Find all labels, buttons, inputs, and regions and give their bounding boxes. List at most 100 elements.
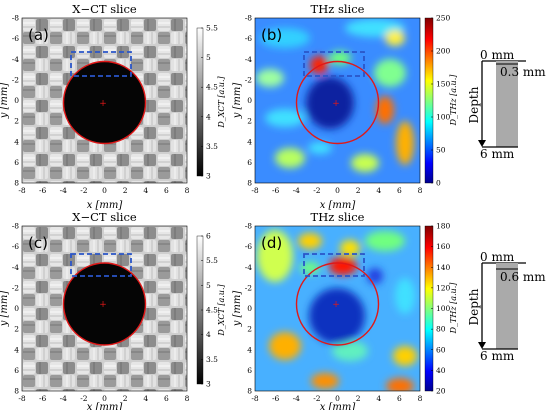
y-tick-label: -2 (245, 75, 253, 84)
x-tick-label: 2 (123, 394, 128, 403)
y-tick-label: -6 (245, 242, 253, 251)
y-tick-label: 2 (14, 325, 19, 334)
depth-axis-label: Depth (467, 86, 481, 123)
x-tick-label: 8 (418, 186, 423, 195)
x-tick-label: 8 (418, 394, 423, 403)
y-tick-label: 0 (247, 304, 252, 313)
x-tick-label: 2 (123, 186, 128, 195)
x-tick-labels: -8 -6 -4 -2 0 2 4 6 8 (18, 394, 189, 403)
depth-top-label: 0 mm (480, 48, 515, 62)
panel-label: (c) (28, 234, 48, 252)
x-tick-label: 4 (376, 186, 381, 195)
y-tick-label: -8 (245, 222, 253, 231)
y-tick-label: 8 (247, 179, 252, 188)
x-tick-label: -6 (39, 394, 47, 403)
y-tick-label: 2 (247, 117, 252, 126)
x-tick-labels: -8 -6 -4 -2 0 2 4 6 8 (18, 186, 189, 195)
x-tick-label: -2 (80, 186, 88, 195)
defect-depth-label: 0.6 mm (500, 270, 546, 284)
depth-axis-label: Depth (467, 288, 481, 325)
center-marker: + (99, 99, 107, 109)
x-tick-label: 2 (356, 186, 361, 195)
center-marker: + (99, 300, 107, 310)
x-tick-label: -4 (60, 394, 68, 403)
y-tick-label: 6 (247, 366, 252, 375)
y-tick-label: 0 (14, 96, 19, 105)
panel-a-xct: X−CT slice + (a) -8 -6 -4 -2 0 2 4 6 8 -8 -6 -4 -2 0… (0, 2, 226, 211)
y-tick-label: 0 (247, 96, 252, 105)
colorbar-tick-label: 60 (436, 345, 446, 354)
x-tick-label: -4 (60, 186, 68, 195)
x-tick-label: -2 (313, 186, 321, 195)
panel-title: X−CT slice (72, 2, 137, 16)
colorbar-tick-label: 250 (436, 14, 451, 23)
center-marker: + (332, 300, 340, 310)
y-tick-label: -2 (245, 283, 253, 292)
colorbar-label: D_XCT [a.u.] (217, 284, 226, 337)
x-tick-label: -2 (313, 394, 321, 403)
defect-circle (62, 60, 147, 145)
y-tick-label: -6 (245, 34, 253, 43)
y-tick-label: 4 (14, 137, 19, 146)
colorbar-tick-label: 5 (206, 281, 211, 290)
center-marker: + (332, 99, 340, 109)
x-tick-label: -8 (251, 394, 259, 403)
y-tick-label: 4 (247, 137, 252, 146)
colorbar-tick-label: 200 (436, 47, 451, 56)
roi-dashed-box (303, 51, 365, 77)
panel-title: X−CT slice (72, 210, 137, 224)
y-tick-label: 4 (247, 345, 252, 354)
x-tick-label: 8 (185, 394, 190, 403)
depth-diagram-1: 0 mm 0.3 mm Depth 6 mm (467, 48, 546, 161)
colorbar-xct: 6 5.5 5 4.5 4 3.5 3 D_XCT [a.u.] (196, 232, 226, 389)
depth-fill (496, 61, 518, 147)
thz-image (255, 18, 420, 183)
depth-diagram-2: 0 mm 0.6 mm Depth 6 mm (467, 250, 546, 363)
depth-bottom-label: 6 mm (480, 349, 515, 363)
x-axis-label: x [mm] (87, 402, 123, 410)
y-tick-labels: -8 -6 -4 -2 0 2 4 6 8 (245, 222, 253, 396)
y-tick-label: -6 (12, 242, 20, 251)
colorbar-tick-label: 3 (206, 380, 211, 389)
y-tick-label: -4 (12, 55, 20, 64)
colorbar-label: D_THz [a.u.] (449, 74, 458, 127)
panel-b-thz: THz slice (232, 2, 458, 211)
colorbar-tick-label: 4 (206, 330, 211, 339)
colorbar-tick-label: 150 (436, 80, 451, 89)
x-tick-label: -4 (293, 394, 301, 403)
y-tick-label: 8 (247, 387, 252, 396)
x-tick-label: 0 (335, 186, 340, 195)
y-tick-labels: -8 -6 -4 -2 0 2 4 6 8 (12, 222, 20, 396)
panel-label: (b) (261, 26, 282, 44)
colorbar-tick-label: 5 (206, 53, 211, 62)
y-tick-labels: -8 -6 -4 -2 0 2 4 6 8 (12, 14, 20, 188)
x-tick-label: 4 (143, 186, 148, 195)
colorbar-tick-label: 4.5 (206, 306, 218, 315)
y-tick-label: 8 (14, 387, 19, 396)
colorbar-tick-label: 3.5 (206, 355, 218, 364)
y-tick-label: -2 (12, 283, 20, 292)
colorbar-thz: 250 200 150 100 50 0 D_THz [a.u.] (424, 14, 458, 188)
x-tick-labels: -8 -6 -4 -2 0 2 4 6 8 (251, 186, 422, 195)
colorbar-tick-label: 3.5 (206, 142, 218, 151)
panel-label: (a) (28, 26, 49, 44)
x-axis-label: x [mm] (320, 402, 356, 410)
x-tick-label: -6 (39, 186, 47, 195)
x-tick-label: 4 (376, 394, 381, 403)
colorbar-tick-label: 180 (436, 222, 451, 231)
x-tick-label: -4 (293, 186, 301, 195)
defect-circle (295, 60, 380, 145)
y-tick-label: 6 (14, 158, 19, 167)
y-tick-label: -4 (245, 55, 253, 64)
colorbar-tick-label: 20 (436, 387, 446, 396)
y-tick-label: -4 (12, 263, 20, 272)
colorbar-tick-label: 140 (436, 263, 451, 272)
y-tick-label: -8 (245, 14, 253, 23)
x-tick-labels: -8 -6 -4 -2 0 2 4 6 8 (251, 394, 422, 403)
y-tick-label: -2 (12, 75, 20, 84)
y-tick-label: -6 (12, 34, 20, 43)
colorbar-tick-label: 100 (436, 304, 451, 313)
roi-dashed-box (303, 253, 365, 277)
y-axis-label: y [mm] (0, 291, 10, 328)
